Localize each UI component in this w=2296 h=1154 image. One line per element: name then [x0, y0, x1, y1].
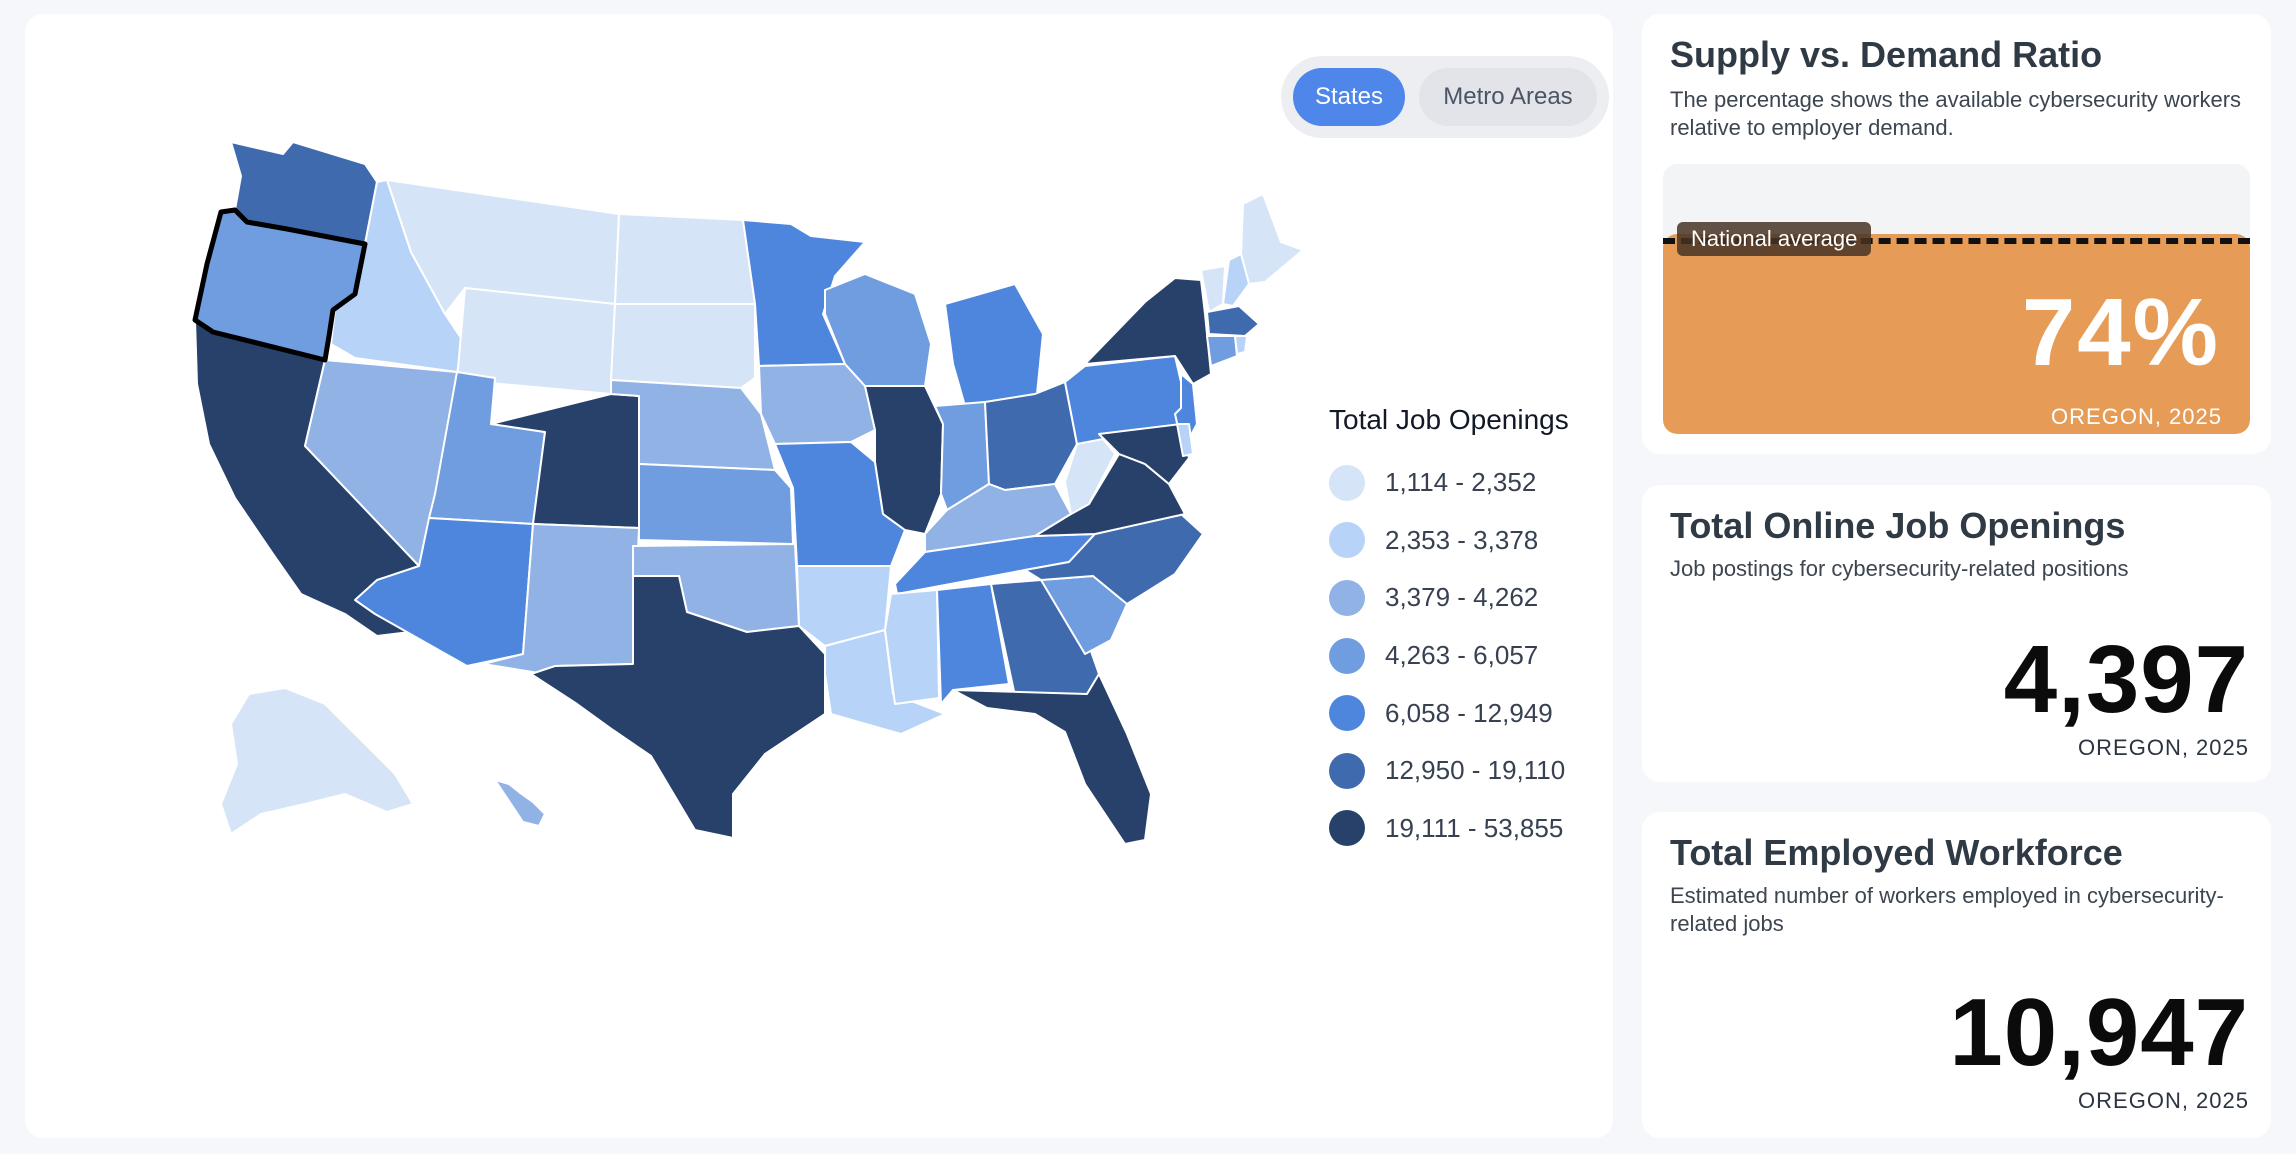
legend-swatch: [1329, 752, 1365, 789]
supply-demand-subtitle: The percentage shows the available cyber…: [1670, 87, 2242, 140]
job-openings-value: 4,397: [2003, 626, 2249, 733]
state-al[interactable]: [936, 583, 1010, 705]
state-ri[interactable]: [1234, 335, 1248, 355]
legend-label: 6,058 - 12,949: [1385, 697, 1553, 728]
job-openings-card: Total Online Job Openings Job postings f…: [1642, 485, 2271, 782]
state-ct[interactable]: [1206, 335, 1238, 367]
national-average-badge: National average: [1677, 222, 1872, 256]
metro-areas-toggle-button[interactable]: Metro Areas: [1419, 68, 1597, 126]
legend-label: 1,114 - 2,352: [1385, 467, 1537, 498]
view-toggle: States Metro Areas: [1281, 56, 1609, 138]
state-vt[interactable]: [1200, 265, 1226, 313]
job-openings-title: Total Online Job Openings: [1670, 505, 2126, 546]
state-ma[interactable]: [1206, 305, 1260, 337]
national-average-line: [1663, 238, 2250, 244]
state-nc[interactable]: [1024, 513, 1204, 605]
states-toggle-button[interactable]: States: [1293, 68, 1405, 126]
legend-items: 1,114 - 2,352 2,353 - 3,378 3,379 - 4,262 4…: [1329, 454, 1609, 857]
workforce-caption: OREGON, 2025: [2078, 1088, 2249, 1113]
legend-label: 3,379 - 4,262: [1385, 582, 1539, 613]
workforce-title: Total Employed Workforce: [1670, 832, 2123, 873]
legend-label: 19,111 - 53,855: [1385, 812, 1564, 843]
state-tx[interactable]: [530, 575, 826, 839]
supply-demand-card: Supply vs. Demand Ratio The percentage s…: [1642, 14, 2271, 454]
ratio-gauge: National average 74% OREGON, 2025: [1663, 164, 2250, 434]
legend-item: 6,058 - 12,949: [1329, 684, 1609, 742]
workforce-subtitle: Estimated number of workers employed in …: [1670, 883, 2224, 936]
map-legend: Total Job Openings 1,114 - 2,352 2,353 - …: [1329, 404, 1609, 857]
legend-item: 19,111 - 53,855: [1329, 800, 1609, 858]
employed-workforce-card: Total Employed Workforce Estimated numbe…: [1642, 812, 2271, 1138]
selected-state-outline: [192, 207, 368, 363]
state-sd[interactable]: [610, 303, 756, 389]
ratio-caption: OREGON, 2025: [2051, 404, 2222, 429]
legend-item: 1,114 - 2,352: [1329, 454, 1609, 512]
state-il[interactable]: [864, 385, 944, 535]
legend-swatch: [1329, 522, 1365, 559]
ratio-fill: [1663, 234, 2250, 434]
state-me[interactable]: [1240, 193, 1304, 285]
legend-swatch: [1329, 579, 1365, 616]
legend-label: 4,263 - 6,057: [1385, 640, 1539, 671]
state-de[interactable]: [1176, 423, 1194, 457]
legend-swatch: [1329, 695, 1365, 732]
us-choropleth-map[interactable]: [25, 14, 1613, 1138]
state-nd[interactable]: [614, 213, 756, 305]
state-fl[interactable]: [952, 673, 1152, 845]
job-openings-subtitle: Job postings for cybersecurity-related p…: [1670, 556, 2129, 581]
legend-item: 3,379 - 4,262: [1329, 569, 1609, 627]
state-ak[interactable]: [220, 687, 414, 835]
supply-demand-title: Supply vs. Demand Ratio: [1670, 34, 2103, 75]
legend-label: 2,353 - 3,378: [1385, 524, 1539, 555]
ratio-value: 74%: [2021, 279, 2220, 386]
legend-swatch: [1329, 637, 1365, 674]
legend-item: 4,263 - 6,057: [1329, 627, 1609, 685]
legend-item: 2,353 - 3,378: [1329, 512, 1609, 570]
legend-swatch: [1329, 464, 1365, 501]
legend-label: 12,950 - 19,110: [1385, 755, 1566, 786]
state-mi[interactable]: [944, 283, 1044, 407]
legend-title: Total Job Openings: [1329, 404, 1569, 435]
workforce-value: 10,947: [1949, 979, 2249, 1086]
map-panel: States Metro Areas Total Job Openings 1,…: [25, 14, 1613, 1138]
legend-swatch: [1329, 810, 1365, 847]
legend-item: 12,950 - 19,110: [1329, 742, 1609, 800]
state-ms[interactable]: [884, 589, 940, 705]
job-openings-caption: OREGON, 2025: [2078, 735, 2249, 760]
states-layer: [192, 141, 1304, 845]
state-hi[interactable]: [494, 779, 546, 827]
state-ks[interactable]: [638, 463, 794, 545]
